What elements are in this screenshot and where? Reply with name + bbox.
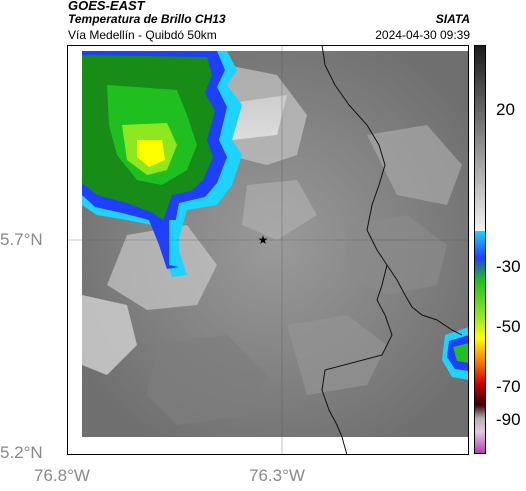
colorbar-label-20: 20 [496, 100, 515, 119]
lat-tick-5-2: 5.2°N [0, 443, 43, 462]
header: GOES-EAST Temperatura de Brillo CH13 Vía… [68, 0, 470, 44]
organization-label: SIATA [435, 12, 470, 26]
colorbar-label-neg30: -30 [496, 257, 521, 276]
star-marker-icon: ★ [258, 233, 269, 247]
product-title: Temperatura de Brillo CH13 [68, 12, 226, 26]
lon-tick-76-8: 76.8°W [34, 466, 90, 485]
colorbar-label-neg70: -70 [496, 377, 521, 396]
datetime-label: 2024-04-30 09:39 [375, 28, 470, 42]
lat-tick-5-7: 5.7°N [0, 230, 43, 249]
colorbar-label-neg50: -50 [496, 317, 521, 336]
satellite-title: GOES-EAST [68, 0, 145, 13]
border-line [321, 45, 463, 336]
lon-tick-76-3: 76.3°W [249, 466, 305, 485]
temperature-colorbar [474, 45, 486, 454]
colorbar-label-neg90: -90 [496, 410, 521, 429]
region-label: Vía Medellín - Quibdó 50km [68, 28, 217, 42]
satellite-map: ★ [67, 45, 469, 455]
